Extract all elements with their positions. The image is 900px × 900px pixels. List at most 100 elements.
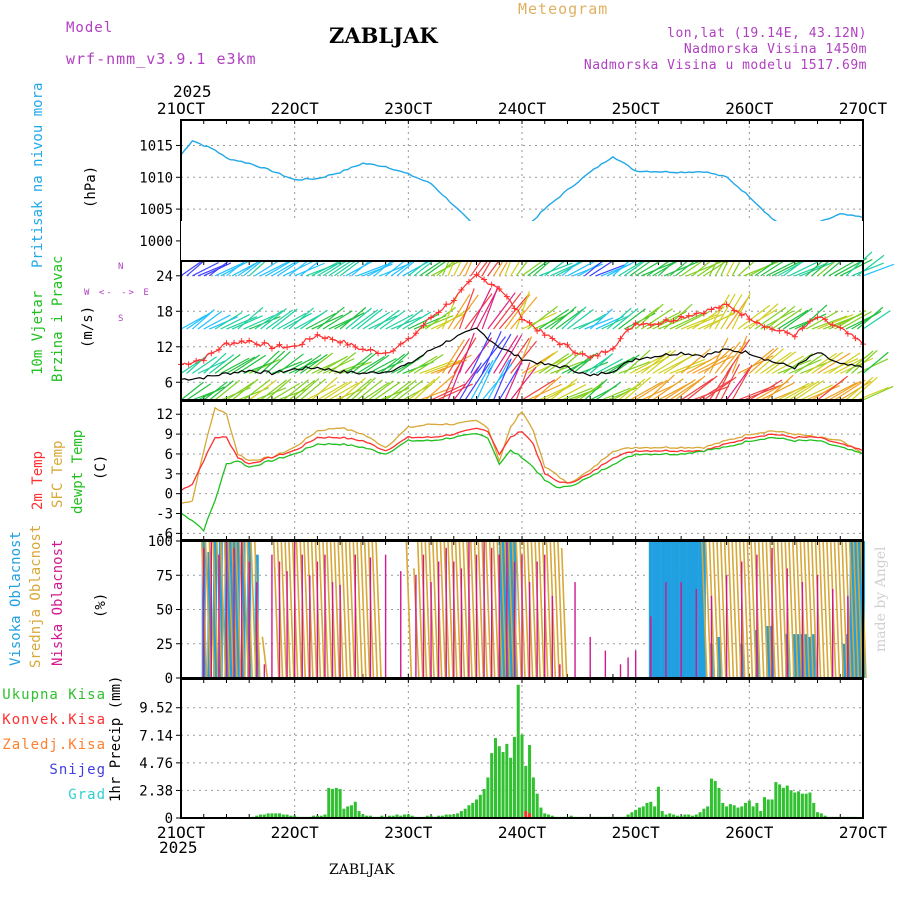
cloud-mid-bar [371,540,379,679]
cloud-ytick-label: 50 [156,603,173,619]
wind-arrow [408,355,438,374]
precip-total-bar [493,738,497,818]
temp-ytick-label: 3 [165,467,173,483]
cloud-high-bar [804,634,809,678]
temp-ytick-label: -6 [156,526,173,542]
precip-total-bar [353,801,357,818]
cloud-mid-bar [856,540,864,679]
cloud-mid-bar [447,540,454,679]
wind-arrow [800,261,834,277]
wind-arrow [260,350,286,374]
wind-arrow [254,310,283,330]
cloud-low-bar [293,541,296,678]
x-top-label: 21OCT [157,99,206,118]
cloud-low-bar [256,582,258,678]
temp-2m-line [180,427,864,491]
wind-arrow [851,310,882,330]
wind-arrow [771,308,803,330]
wind-arrow [862,310,891,330]
cloud-low-bar [619,664,622,678]
cloud-mid-bar [250,540,257,679]
precip-total-bar [482,789,486,818]
precip-total-bar [690,815,695,818]
wind-arrow [294,262,325,277]
legend-conv-rain: Konvek.Kisa [2,712,106,728]
precip-total-bar [816,812,820,818]
precip-total-bar [683,814,687,818]
cloud-mid-bar [848,540,856,679]
wind-arrow [351,309,379,330]
meteogram-title: Meteogram [518,0,609,18]
cloud-high-bar [717,636,722,678]
wind-arrow [538,353,570,374]
wind-arrow [305,352,334,374]
wind-arrow [652,353,685,374]
cloud-high-bar [766,625,771,678]
wind-arrow [475,357,497,401]
cloud-mid-bar [765,540,773,679]
x-bottom-label: 21OCT [157,823,206,842]
wind-arrow [680,314,718,330]
wind-arrow [686,353,721,374]
precip-total-bar [759,811,763,818]
wind-arrow [447,361,464,401]
wind-arrow [709,337,729,374]
wind-arrow [811,315,848,330]
precip-total-bar [259,814,263,818]
cloud-low-bar [634,650,637,678]
wind-arrow [379,353,406,374]
cloud-mid-bar [553,540,560,679]
wind-arrow [453,366,480,401]
precip-total-bar [706,806,710,818]
cloud-low-bar [233,547,235,678]
cloud-low-bar [725,575,728,678]
precip-total-bar [509,757,513,818]
wind-arrow [271,258,301,277]
wind-arrow [794,380,824,401]
cloud-low-bar [210,541,213,678]
cloud-mid-bar [746,540,754,679]
wind-arrow [669,378,702,401]
wind-arrow [510,296,538,330]
precip-total-bar [266,813,270,818]
precip-total-bar [505,743,509,818]
wind-arrow [498,294,529,330]
wind-arrow [515,291,530,330]
precip-total-bar [349,805,354,818]
wind-arrow [550,361,583,374]
precip-total-bar [512,736,516,818]
compass-s: S [118,314,124,324]
precip-total-bar [338,789,342,818]
precip-total-bar [641,806,645,818]
wind-arrow [385,352,410,374]
wind-arrow [726,366,752,401]
precip-total-bar [698,812,702,818]
cloud-mid-bar [432,540,439,679]
precip-total-bar [319,815,323,818]
wind-arrow [862,263,895,277]
wind-arrow [413,376,441,401]
precip-total-bar [277,813,282,818]
wind-arrow [595,264,625,277]
wind-arrow [317,381,348,401]
wind-arrow [260,379,288,401]
wind-arrow [663,261,700,277]
cloud-low-bar [741,561,743,678]
wind-arrow [731,335,748,374]
precip-ytick-label: 9.52 [139,701,173,717]
cloud-mid-bar [792,540,799,679]
precip-total-bar [778,784,782,818]
cloud-mid-bar [841,540,848,679]
wind-arrow [317,355,348,374]
wind-arrow [856,254,885,277]
precip-total-bar [528,745,532,818]
wind-arrow [714,293,736,330]
wind-arrow [709,366,733,401]
wind-arrow [373,381,401,401]
wind-arrow [299,378,327,401]
cloud-high-bar [241,541,246,678]
wind-arrow [288,307,314,330]
wind-arrow [481,331,502,374]
cloud-high-bar [690,541,695,678]
cloud-mid-bar [803,540,810,679]
